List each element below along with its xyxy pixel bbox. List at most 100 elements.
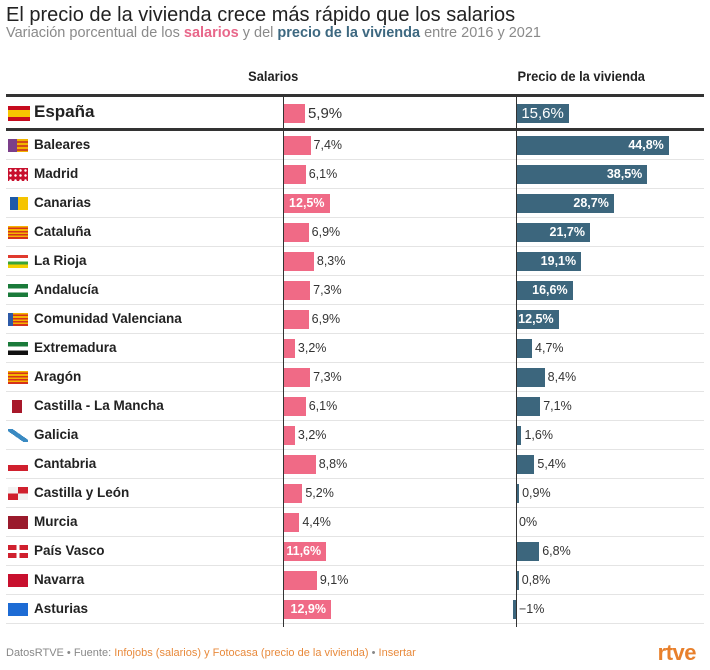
salarios-value-label: 6,9% — [311, 225, 341, 239]
vivienda-bar — [516, 223, 590, 242]
vivienda-bar — [512, 600, 516, 619]
vivienda-bar — [516, 310, 559, 329]
salarios-value-label: 5,2% — [305, 486, 334, 500]
castilla-la-mancha-flag-icon — [8, 400, 28, 413]
salarios-value-label: 6,1% — [308, 399, 338, 413]
region-row: Andalucía 7,3% 16,6% — [6, 276, 704, 305]
row-separator — [6, 362, 704, 363]
row-separator — [6, 594, 704, 595]
baleares-flag-icon — [8, 139, 28, 152]
region-row: Extremadura 3,2% 4,7% — [6, 334, 704, 363]
vivienda-value-label: 16,6% — [532, 283, 568, 297]
salarios-bar — [283, 194, 330, 213]
salarios-value-label: 8,8% — [318, 457, 348, 471]
salarios-bar — [283, 252, 314, 271]
salarios-bar — [283, 426, 295, 445]
region-label: País Vasco — [34, 543, 105, 558]
row-separator — [6, 449, 704, 450]
castilla-y-leon-flag-icon — [8, 487, 28, 500]
vivienda-value-label: 19,1% — [540, 254, 577, 268]
galicia-flag-icon — [8, 429, 28, 442]
vivienda-bar — [516, 542, 540, 561]
region-label: Castilla - La Mancha — [34, 398, 164, 413]
salarios-value-label: 3,2% — [297, 341, 327, 355]
row-separator — [6, 536, 704, 537]
canarias-flag-icon — [8, 197, 28, 210]
murcia-flag-icon — [8, 516, 28, 529]
region-label: Extremadura — [34, 340, 117, 355]
salarios-value-label: 4,4% — [302, 515, 331, 529]
salarios-bar — [283, 368, 311, 387]
salarios-value-label: 7,3% — [313, 370, 342, 384]
row-separator — [6, 217, 704, 218]
footer-separator: • Fuente: — [63, 647, 115, 659]
vivienda-value-label: 0,8% — [521, 573, 551, 587]
region-label: Baleares — [34, 137, 91, 152]
vivienda-value-label: 8,4% — [547, 370, 577, 384]
vivienda-value-label: 21,7% — [549, 225, 585, 239]
row-separator — [6, 623, 704, 624]
region-row: Cantabria 8,8% 5,4% — [6, 450, 704, 479]
la-rioja-flag-icon — [8, 255, 28, 268]
footer-brand: DatosRTVE — [6, 647, 64, 659]
salarios-bar — [283, 542, 327, 561]
region-row: País Vasco 11,6% 6,8% — [6, 537, 704, 566]
region-row: Murcia 4,4% 0% — [6, 508, 704, 537]
salarios-bar — [283, 484, 303, 503]
salarios-value-label: 12,5% — [289, 196, 325, 210]
salarios-bar — [283, 103, 305, 123]
region-row: Canarias 12,5% 28,7% — [6, 189, 704, 218]
madrid-flag-icon — [8, 168, 28, 181]
column-header-vivienda: Precio de la vivienda — [517, 68, 645, 84]
footer: DatosRTVE • Fuente: Infojobs (salarios) … — [6, 647, 416, 659]
insert-link[interactable]: Insertar — [378, 647, 416, 659]
vivienda-value-label: 44,8% — [628, 138, 664, 152]
row-separator — [6, 565, 704, 566]
cantabria-flag-icon — [8, 458, 28, 471]
salarios-value-label: 8,3% — [316, 254, 346, 268]
salarios-axis — [283, 97, 284, 627]
asturias-flag-icon — [8, 603, 28, 616]
salarios-value-label: 6,9% — [311, 312, 341, 326]
vivienda-bar — [516, 281, 573, 300]
source-link[interactable]: Infojobs (salarios) y Fotocasa (precio d… — [114, 647, 369, 659]
vivienda-bar — [516, 103, 570, 123]
salarios-bar — [283, 571, 317, 590]
subtitle-suffix: entre 2016 y 2021 — [420, 25, 541, 41]
region-label: Murcia — [34, 514, 78, 529]
salarios-value-label: 5,9% — [307, 104, 343, 122]
vivienda-value-label: 7,1% — [543, 399, 572, 413]
vivienda-bar — [516, 252, 582, 271]
spain-row: España 5,9% 15,6% — [6, 98, 704, 128]
spain-divider — [6, 128, 704, 131]
vivienda-bar — [516, 136, 669, 155]
salarios-bar — [283, 339, 295, 358]
region-label: La Rioja — [34, 253, 87, 268]
vivienda-bar — [516, 194, 614, 213]
vivienda-axis — [516, 97, 517, 627]
region-label: Galicia — [34, 427, 79, 442]
footer-separator: • — [368, 647, 379, 659]
region-row: Castilla - La Mancha 6,1% 7,1% — [6, 392, 704, 421]
region-row: Comunidad Valenciana 6,9% 12,5% — [6, 305, 704, 334]
vivienda-value-label: 0,9% — [522, 486, 551, 500]
salarios-bar — [283, 165, 306, 184]
salarios-value-label: 3,2% — [297, 428, 327, 442]
vivienda-value-label: 6,8% — [542, 544, 571, 558]
vivienda-value-label: 4,7% — [535, 341, 564, 355]
salarios-value-label: 6,1% — [308, 167, 338, 181]
vivienda-value-label: 12,5% — [518, 312, 554, 326]
vivienda-value-label: 1,6% — [524, 428, 553, 442]
row-separator — [6, 420, 704, 421]
cataluna-flag-icon — [8, 226, 28, 239]
region-row: Castilla y León 5,2% 0,9% — [6, 479, 704, 508]
salarios-bar — [283, 397, 306, 416]
region-row: Asturias 12,9% −1% — [6, 595, 704, 624]
navarra-flag-icon — [8, 574, 28, 587]
salarios-value-label: 12,9% — [290, 602, 326, 616]
salarios-bar — [283, 136, 311, 155]
vivienda-bar — [516, 368, 545, 387]
vivienda-value-label: 0% — [519, 515, 538, 529]
salarios-bar — [283, 310, 309, 329]
vivienda-bar — [516, 339, 533, 358]
